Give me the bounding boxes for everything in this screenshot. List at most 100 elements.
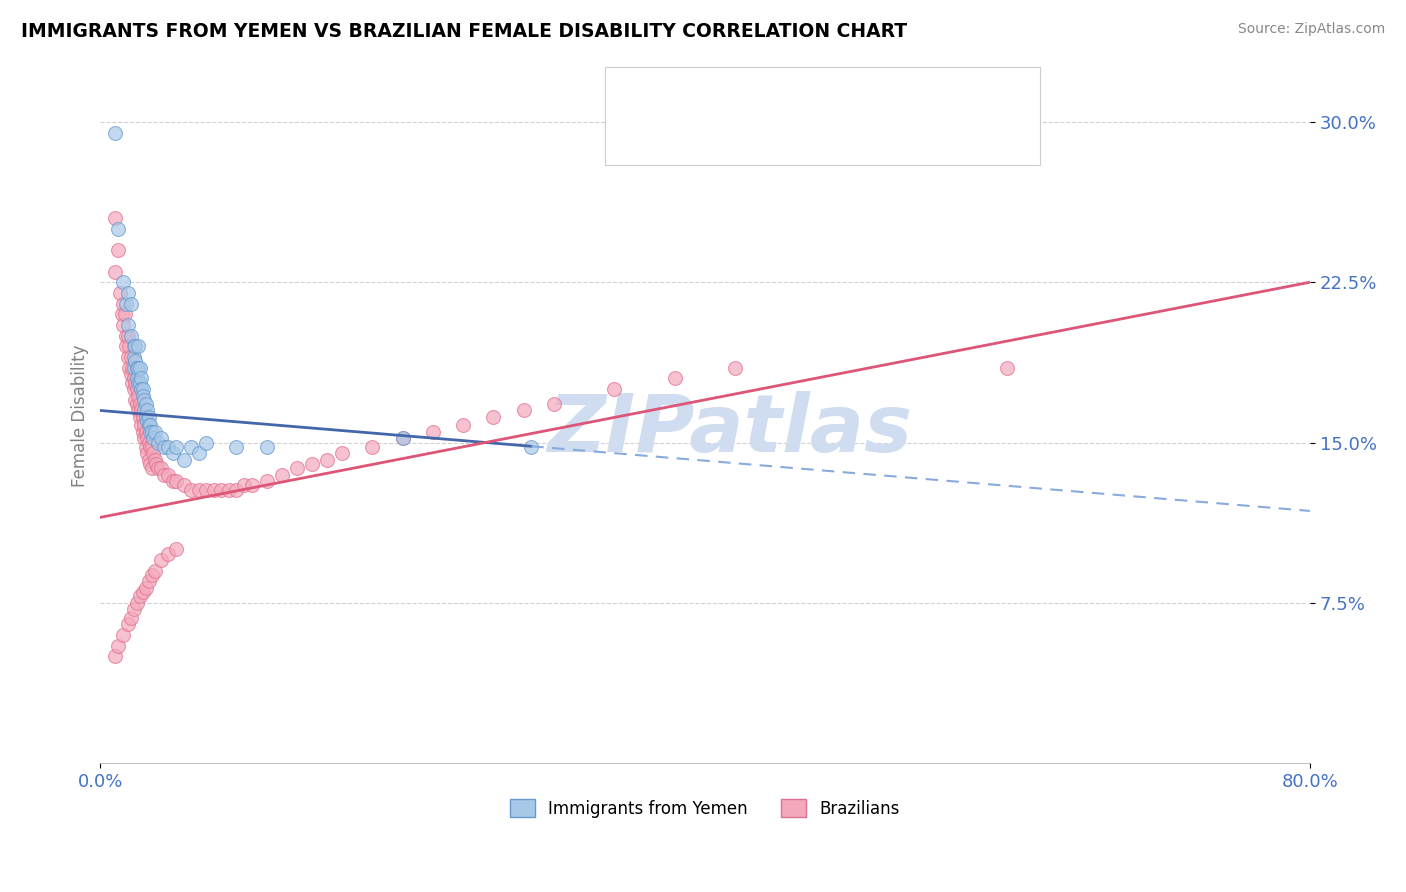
Point <box>482 409 505 424</box>
Point <box>135 425 157 439</box>
Point <box>120 367 142 381</box>
Point <box>104 649 127 664</box>
Point <box>195 483 218 497</box>
Point <box>112 275 135 289</box>
Point <box>233 478 256 492</box>
Point <box>145 457 167 471</box>
Point <box>135 409 157 424</box>
Point <box>136 414 159 428</box>
Point <box>128 590 150 604</box>
Point <box>122 371 145 385</box>
Point <box>422 425 444 439</box>
Point <box>112 628 135 642</box>
Point <box>180 483 202 497</box>
Point <box>124 354 146 368</box>
Text: ZIPatlas: ZIPatlas <box>547 391 911 468</box>
Point <box>134 418 156 433</box>
Point <box>108 285 131 300</box>
Point <box>391 431 413 445</box>
Point <box>135 397 157 411</box>
Point <box>153 440 176 454</box>
Point <box>125 397 148 411</box>
Point <box>135 440 157 454</box>
Point <box>180 440 202 454</box>
Point <box>361 440 384 454</box>
Text: -0.075: -0.075 <box>727 85 786 103</box>
Text: N =: N = <box>820 125 856 143</box>
Point <box>127 376 149 390</box>
Point <box>129 418 152 433</box>
Point <box>270 467 292 482</box>
Text: IMMIGRANTS FROM YEMEN VS BRAZILIAN FEMALE DISABILITY CORRELATION CHART: IMMIGRANTS FROM YEMEN VS BRAZILIAN FEMAL… <box>21 22 907 41</box>
Y-axis label: Female Disability: Female Disability <box>72 344 89 487</box>
Point <box>142 446 165 460</box>
Point <box>165 542 187 557</box>
Point <box>209 483 232 497</box>
Point <box>117 285 139 300</box>
Point <box>128 409 150 424</box>
Point <box>104 211 127 226</box>
Point <box>112 296 135 310</box>
Point <box>122 602 145 616</box>
Point <box>138 452 160 467</box>
Text: R =: R = <box>675 85 711 103</box>
Point <box>603 382 626 396</box>
Point <box>142 431 165 445</box>
Point <box>149 431 172 445</box>
Point <box>134 431 156 445</box>
Point <box>125 596 148 610</box>
Point <box>256 474 278 488</box>
Point <box>165 440 187 454</box>
Point <box>120 328 142 343</box>
Point <box>146 435 169 450</box>
Point <box>117 617 139 632</box>
Point <box>301 457 323 471</box>
Point <box>104 126 127 140</box>
Point <box>120 350 142 364</box>
Point <box>165 474 187 488</box>
Point <box>225 440 247 454</box>
Point <box>135 581 157 595</box>
Point <box>139 425 162 439</box>
Point <box>107 243 129 257</box>
Point <box>330 446 353 460</box>
Point <box>664 371 686 385</box>
Point <box>124 339 146 353</box>
Point <box>187 483 209 497</box>
Point <box>997 360 1019 375</box>
Point <box>128 376 150 390</box>
Point <box>138 409 160 424</box>
Point <box>173 478 195 492</box>
Point <box>139 440 162 454</box>
Point <box>122 350 145 364</box>
Point <box>512 403 534 417</box>
Point <box>149 553 172 567</box>
Point <box>195 435 218 450</box>
Point <box>141 440 163 454</box>
Point <box>136 403 159 417</box>
Text: N =: N = <box>820 85 856 103</box>
Point <box>724 360 747 375</box>
Point <box>122 360 145 375</box>
Point <box>131 425 153 439</box>
Point <box>121 376 143 390</box>
Point <box>117 350 139 364</box>
Point <box>543 397 565 411</box>
Point <box>520 440 543 454</box>
Point <box>129 371 152 385</box>
Point <box>125 371 148 385</box>
Point <box>143 452 166 467</box>
Point <box>138 574 160 589</box>
Point <box>115 339 138 353</box>
Point <box>134 392 156 407</box>
Text: 51: 51 <box>869 85 891 103</box>
Point <box>128 397 150 411</box>
Point <box>122 339 145 353</box>
Point <box>122 382 145 396</box>
Point <box>162 446 184 460</box>
Point <box>162 474 184 488</box>
Text: Source: ZipAtlas.com: Source: ZipAtlas.com <box>1237 22 1385 37</box>
Point <box>157 467 180 482</box>
Point <box>218 483 240 497</box>
Point <box>139 418 162 433</box>
